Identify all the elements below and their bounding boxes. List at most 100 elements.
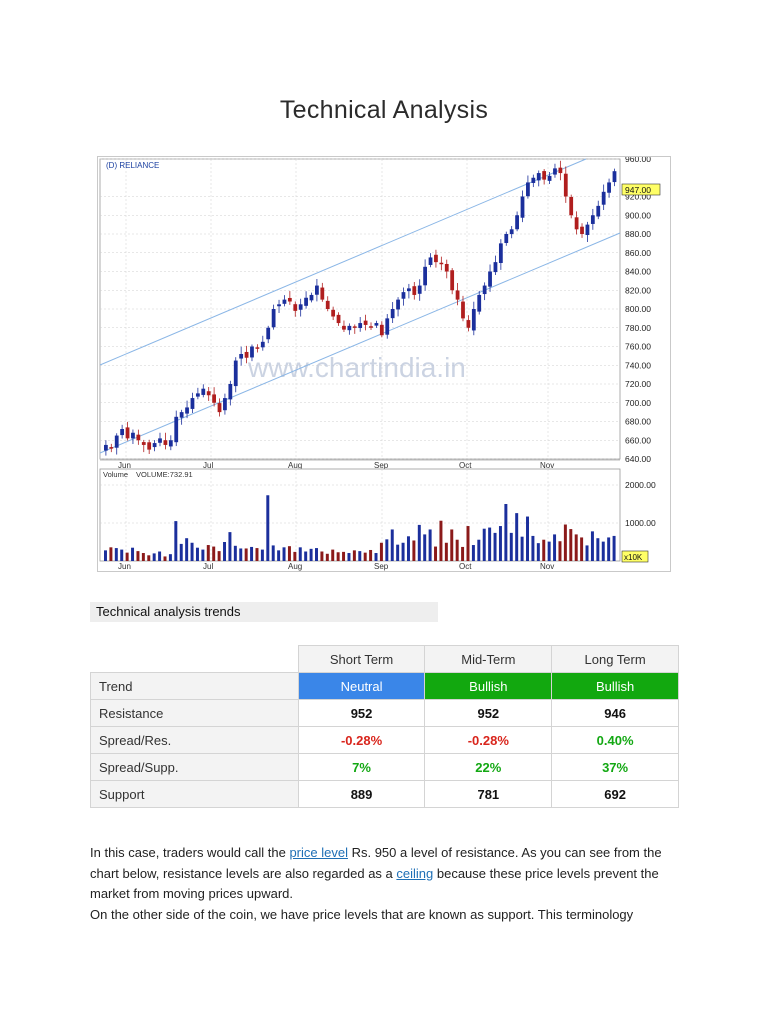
- volume-bar: [347, 553, 351, 561]
- price-tick-label: 920.00: [625, 192, 651, 202]
- volume-bar: [450, 529, 454, 561]
- price-tick-label: 660.00: [625, 435, 651, 445]
- volume-bar: [206, 545, 210, 561]
- volume-bar: [379, 542, 383, 561]
- candle-body: [201, 388, 206, 395]
- volume-bar: [482, 528, 486, 561]
- candle-body: [104, 444, 108, 451]
- volume-bar: [174, 521, 178, 561]
- volume-bar: [428, 529, 432, 561]
- volume-bar: [293, 551, 297, 561]
- candle-body: [233, 360, 238, 387]
- volume-bar: [195, 547, 199, 561]
- candle-body: [179, 412, 184, 418]
- candle-body: [547, 175, 552, 181]
- candle-body: [553, 168, 557, 175]
- candle-body: [309, 294, 314, 301]
- candle-body: [406, 288, 411, 292]
- current-price-label: 947.00: [625, 185, 651, 195]
- candle-body: [136, 434, 141, 441]
- paragraph-resistance: In this case, traders would call the pri…: [90, 843, 670, 905]
- candle-body: [287, 297, 292, 302]
- volume-bar: [266, 495, 270, 561]
- candle-body: [390, 309, 395, 319]
- candle-body: [152, 443, 157, 448]
- volume-bar: [477, 539, 481, 561]
- volume-axis: 2000.00 1000.00: [625, 480, 656, 528]
- month-tick-label: Sep: [374, 562, 389, 571]
- volume-bar: [390, 529, 394, 561]
- month-tick-label: Sep: [374, 461, 389, 470]
- candle-body: [536, 173, 541, 181]
- candle-body: [515, 215, 519, 230]
- spread-supp-mid-term: 22%: [424, 753, 553, 781]
- candle-body: [304, 297, 308, 306]
- month-tick-label: Aug: [288, 562, 302, 571]
- candle-body: [412, 286, 417, 295]
- volume-bar: [331, 549, 335, 561]
- volume-bar: [163, 556, 167, 561]
- candle-body: [580, 226, 584, 234]
- volume-bar: [336, 552, 340, 561]
- chart-svg: (D) RELIANCE www.chartindia.in 960.00 920…: [99, 157, 661, 571]
- candle-body: [315, 285, 319, 295]
- table-row-resistance: Resistance 952 952 946: [90, 699, 679, 727]
- candle-body: [342, 325, 346, 330]
- volume-bar: [401, 542, 405, 561]
- candle-body: [212, 394, 216, 403]
- trend-long-term-badge: Bullish: [551, 672, 679, 700]
- ceiling-link[interactable]: ceiling: [396, 865, 434, 881]
- volume-bar: [526, 516, 529, 561]
- candle-body: [461, 301, 465, 319]
- chart-watermark: www.chartindia.in: [247, 352, 466, 383]
- candle-body: [498, 243, 503, 264]
- candle-body: [250, 346, 254, 358]
- month-tick-label: Nov: [540, 461, 554, 470]
- candle-body: [504, 234, 509, 243]
- volume-bar: [125, 552, 129, 561]
- spread-supp-long-term: 37%: [551, 753, 679, 781]
- candle-body: [466, 320, 471, 328]
- candle-body: [347, 325, 352, 331]
- volume-bar: [553, 534, 557, 561]
- volume-bar: [466, 526, 470, 561]
- month-tick-label: Aug: [288, 461, 302, 470]
- candle-body: [114, 435, 119, 448]
- section-heading: Technical analysis trends: [90, 602, 438, 622]
- volume-bar: [255, 548, 259, 561]
- candle-body: [558, 167, 563, 174]
- volume-bar: [590, 531, 594, 561]
- volume-bar: [325, 553, 329, 561]
- price-tick-label: 760.00: [625, 342, 651, 352]
- volume-bar: [141, 553, 145, 561]
- volume-bar: [461, 546, 465, 561]
- volume-bar: [369, 549, 373, 561]
- price-level-link[interactable]: price level: [289, 845, 348, 860]
- volume-value-label: VOLUME:732.91: [136, 470, 193, 479]
- candle-body: [217, 403, 222, 413]
- volume-bar: [228, 532, 232, 561]
- stock-chart: (D) RELIANCE www.chartindia.in 960.00 920…: [97, 156, 671, 572]
- candle-body: [363, 320, 368, 325]
- spread-res-long-term: 0.40%: [551, 726, 679, 754]
- price-axis: 960.00 920.00 900.00 880.00 860.00 840.00 820.…: [625, 157, 651, 464]
- candle-body: [244, 351, 249, 358]
- volume-bar: [536, 543, 540, 561]
- volume-bar: [444, 542, 448, 561]
- volume-bar: [212, 546, 216, 561]
- volume-bar: [531, 535, 535, 561]
- column-header-long-term: Long Term: [551, 645, 679, 673]
- volume-tick-label: 2000.00: [625, 480, 656, 490]
- paragraph-text: In this case, traders would call the: [90, 845, 290, 860]
- candle-body: [379, 324, 384, 336]
- volume-bar: [601, 541, 605, 561]
- candle-body: [358, 323, 363, 329]
- candle-body: [293, 304, 298, 311]
- paragraph-support: On the other side of the coin, we have p…: [90, 906, 634, 922]
- volume-bar: [168, 554, 172, 561]
- volume-bar: [434, 546, 438, 561]
- volume-bar: [185, 538, 189, 561]
- volume-bar: [158, 551, 162, 561]
- candle-body: [260, 341, 265, 348]
- volume-bar: [558, 541, 562, 561]
